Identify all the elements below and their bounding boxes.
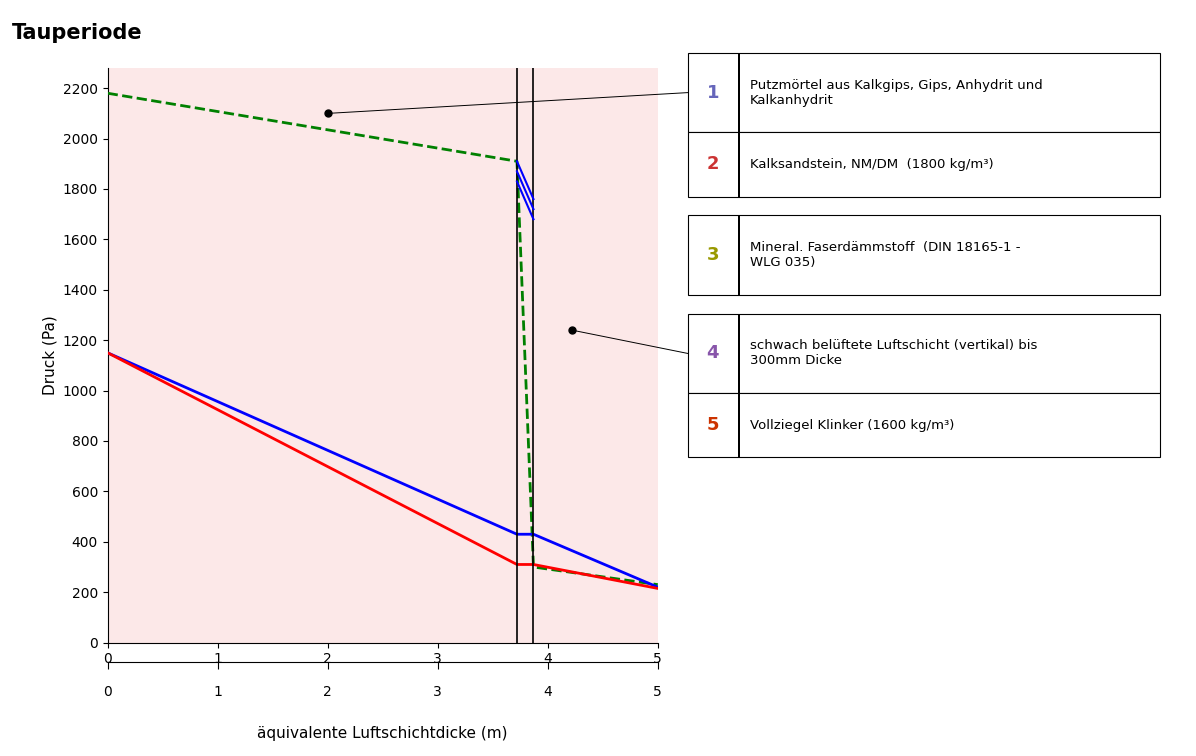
Text: 3: 3 [707, 246, 719, 264]
Text: Kalksandstein, NM/DM  (1800 kg/m³): Kalksandstein, NM/DM (1800 kg/m³) [750, 158, 994, 171]
Text: Vollziegel Klinker (1600 kg/m³): Vollziegel Klinker (1600 kg/m³) [750, 419, 954, 432]
Text: 1: 1 [707, 84, 719, 101]
Text: 4: 4 [707, 345, 719, 362]
Text: schwach belüftete Luftschicht (vertikal) bis
300mm Dicke: schwach belüftete Luftschicht (vertikal)… [750, 339, 1037, 367]
Y-axis label: Druck (Pa): Druck (Pa) [42, 315, 57, 395]
Text: äquivalente Luftschichtdicke (m): äquivalente Luftschichtdicke (m) [257, 726, 508, 741]
Text: Putzmörtel aus Kalkgips, Gips, Anhydrit und
Kalkanhydrit: Putzmörtel aus Kalkgips, Gips, Anhydrit … [750, 79, 1043, 107]
Text: Tauperiode: Tauperiode [12, 23, 142, 42]
Text: Mineral. Faserdämmstoff  (DIN 18165-1 -
WLG 035): Mineral. Faserdämmstoff (DIN 18165-1 - W… [750, 241, 1020, 269]
Text: 2: 2 [707, 156, 719, 173]
Text: 5: 5 [707, 417, 719, 434]
